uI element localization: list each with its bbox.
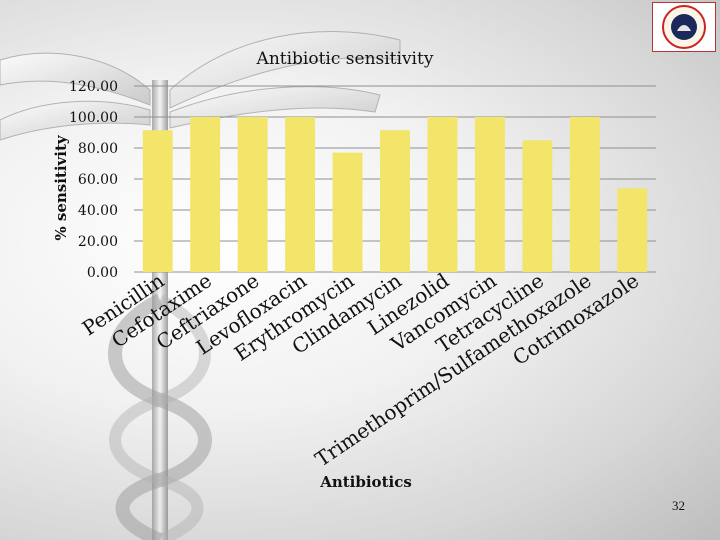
- serpent: [108, 293, 212, 540]
- bar: [474, 117, 505, 272]
- y-tick-label: 20.00: [78, 234, 118, 250]
- bar: [617, 188, 648, 272]
- bar: [237, 117, 268, 272]
- y-tick-label: 80.00: [78, 141, 118, 157]
- y-tick-label: 100.00: [69, 110, 118, 126]
- bar: [522, 140, 553, 272]
- x-tick-labels: PenicillinCefotaximeCeftriaxoneLevofloxa…: [78, 268, 643, 471]
- bar: [569, 117, 600, 272]
- bar: [380, 130, 410, 272]
- bar: [332, 152, 363, 272]
- y-tick-label: 40.00: [78, 203, 118, 219]
- chart-title: Antibiotic sensitivity: [256, 49, 434, 69]
- bar: [285, 117, 316, 272]
- y-tick-label: 120.00: [69, 79, 118, 95]
- bar: [142, 130, 173, 272]
- slide-number: 32: [672, 498, 685, 513]
- wing-left: [0, 52, 151, 141]
- bar: [190, 117, 221, 272]
- institution-seal-logo: [652, 2, 716, 52]
- bars: [142, 117, 648, 272]
- y-tick-labels: 0.00 20.00 40.00 60.00 80.00 100.00 120.00: [69, 79, 118, 281]
- x-axis-title: Antibiotics: [319, 473, 412, 491]
- y-tick-label: 0.00: [87, 265, 118, 281]
- y-axis-title: % sensitivity: [52, 134, 70, 240]
- serpent-second: [109, 294, 211, 540]
- y-tick-label: 60.00: [78, 172, 118, 188]
- bar: [427, 117, 458, 272]
